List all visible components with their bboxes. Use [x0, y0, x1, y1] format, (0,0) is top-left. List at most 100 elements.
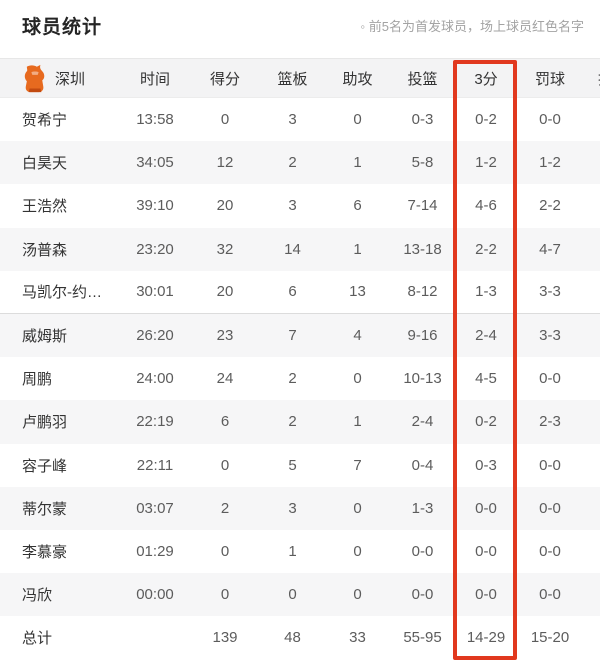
stat-ft-cell: 0-0 — [539, 499, 561, 517]
stat-tp-cell: 4-6 — [475, 197, 497, 215]
player-name-cell: 李慕豪 — [22, 543, 68, 561]
stat-reb-cell: 14 — [284, 240, 301, 258]
stat-ft-cell: 2-2 — [539, 197, 561, 215]
player-name-cell: 马凯尔-约… — [22, 284, 102, 302]
stat-reb-cell: 2 — [288, 154, 297, 172]
starters-note: ◦ 前5名为首发球员，场上球员红色名字 — [360, 19, 584, 34]
stat-ast-cell: 4 — [353, 327, 362, 345]
stat-reb-cell: 6 — [288, 283, 297, 301]
stat-fg-cell: 0-3 — [411, 111, 434, 129]
stat-ast-cell: 13 — [349, 283, 366, 301]
stat-ft-cell: 3-3 — [539, 283, 561, 301]
stat-tp-cell: 2-4 — [475, 327, 497, 345]
stat-pts-cell: 20 — [216, 197, 234, 215]
stat-fg-cell: 1-3 — [411, 499, 434, 517]
stat-reb-cell: 48 — [284, 629, 301, 647]
player-row: 卢鹏羽 22:19 6 2 1 2-4 0-2 2-3 — [0, 400, 600, 444]
player-name-cell: 卢鹏羽 — [22, 414, 68, 432]
player-row: 容子峰 22:11 0 5 7 0-4 0-3 0-0 — [0, 443, 600, 487]
stat-ast-cell: 33 — [349, 629, 366, 647]
stat-ast-cell: 1 — [353, 240, 362, 258]
column-header-three-points: 3分 — [474, 70, 498, 88]
player-name-cell: 王浩然 — [22, 198, 68, 216]
stat-pts-cell: 32 — [216, 240, 234, 258]
stat-ast-cell: 6 — [353, 197, 362, 215]
stat-fg-cell: 2-4 — [411, 413, 434, 431]
page-title: 球员统计 — [22, 17, 103, 38]
player-name-cell: 蒂尔蒙 — [22, 500, 68, 518]
stat-tp-cell: 4-5 — [475, 370, 497, 388]
stat-pts-cell: 0 — [220, 542, 230, 560]
player-row: 白昊天 34:05 12 2 1 5-8 1-2 1-2 — [0, 141, 600, 185]
stat-fg-cell: 7-14 — [407, 197, 438, 215]
stat-reb-cell: 7 — [288, 327, 297, 345]
stat-tp-cell: 0-3 — [475, 456, 497, 474]
stat-ast-cell: 0 — [353, 111, 362, 129]
stat-time-cell: 34:05 — [136, 154, 174, 172]
team-name: 深圳 — [55, 70, 86, 88]
player-row: 王浩然 39:10 20 3 6 7-14 4-6 2-2 — [0, 184, 600, 228]
stat-ast-cell: 0 — [353, 542, 362, 560]
player-name-cell: 总计 — [22, 630, 53, 648]
stat-ast-cell: 1 — [353, 154, 362, 172]
stat-pts-cell: 24 — [216, 370, 234, 388]
column-header-rebounds: 篮板 — [277, 70, 308, 88]
player-name-cell: 汤普森 — [22, 241, 68, 259]
player-row: 威姆斯 26:20 23 7 4 9-16 2-4 3-3 — [0, 313, 600, 358]
player-row: 冯欣 00:00 0 0 0 0-0 0-0 0-0 — [0, 573, 600, 617]
stat-ft-cell: 0-0 — [539, 111, 561, 129]
stat-tp-cell: 0-0 — [475, 586, 497, 604]
stat-ast-cell: 0 — [353, 370, 362, 388]
stat-tp-cell: 1-3 — [475, 283, 497, 301]
stat-ft-cell: 3-3 — [539, 327, 561, 345]
stat-fg-cell: 10-13 — [403, 370, 442, 388]
stat-reb-cell: 5 — [288, 456, 297, 474]
team-header-cell: 深圳 — [0, 64, 120, 93]
stat-fg-cell: 0-0 — [411, 586, 434, 604]
stat-ast-cell: 0 — [353, 586, 362, 604]
player-name-cell: 冯欣 — [22, 587, 53, 605]
stat-fg-cell: 0-4 — [411, 456, 434, 474]
stat-time-cell: 00:00 — [136, 586, 174, 604]
table-header-row: 深圳 时间 得分 篮板 助攻 投篮 3分 罚球 抢断 — [0, 58, 600, 98]
stat-time-cell: 23:20 — [136, 240, 174, 258]
stat-reb-cell: 3 — [288, 197, 297, 215]
stat-pts-cell: 20 — [216, 283, 234, 301]
stat-fg-cell: 13-18 — [403, 240, 442, 258]
stat-ast-cell: 0 — [353, 499, 362, 517]
player-name-cell: 容子峰 — [22, 457, 68, 475]
player-stats-table: 深圳 时间 得分 篮板 助攻 投篮 3分 罚球 抢断 贺希宁 13:58 0 3 0 0-… — [0, 58, 600, 660]
stat-tp-cell: 14-29 — [466, 629, 506, 647]
player-name-cell: 威姆斯 — [22, 328, 68, 346]
column-header-time: 时间 — [139, 70, 170, 88]
stat-time-cell: 22:11 — [136, 456, 174, 474]
stat-ft-cell: 0-0 — [539, 456, 561, 474]
column-header-free-throws: 罚球 — [534, 70, 565, 88]
stat-reb-cell: 0 — [288, 586, 297, 604]
stat-tp-cell: 0-2 — [475, 413, 497, 431]
player-row: 马凯尔-约… 30:01 20 6 13 8-12 1-3 3-3 — [0, 270, 600, 314]
stat-pts-cell: 23 — [216, 327, 234, 345]
stat-tp-cell: 0-0 — [475, 542, 497, 560]
stat-time-cell: 26:20 — [136, 327, 174, 345]
stat-pts-cell: 12 — [216, 154, 234, 172]
player-row: 汤普森 23:20 32 14 1 13-18 2-2 4-7 — [0, 227, 600, 271]
stat-ft-cell: 4-7 — [539, 240, 561, 258]
stat-reb-cell: 2 — [288, 370, 297, 388]
player-name-cell: 周鹏 — [22, 371, 53, 389]
stat-pts-cell: 0 — [220, 586, 230, 604]
player-row: 贺希宁 13:58 0 3 0 0-3 0-2 0-0 — [0, 98, 600, 142]
column-header-points: 得分 — [209, 70, 240, 88]
total-row: 总计 139 48 33 55-95 14-29 15-20 — [0, 616, 600, 660]
stat-time-cell: 39:10 — [136, 197, 174, 215]
player-row: 周鹏 24:00 24 2 0 10-13 4-5 0-0 — [0, 357, 600, 401]
stat-reb-cell: 2 — [288, 413, 297, 431]
stat-fg-cell: 55-95 — [403, 629, 442, 647]
stat-time-cell: 13:58 — [136, 111, 174, 129]
stat-ft-cell: 0-0 — [539, 370, 561, 388]
stat-time-cell: 30:01 — [136, 283, 174, 301]
stat-time-cell: 01:29 — [136, 542, 174, 560]
stat-ft-cell: 15-20 — [530, 629, 570, 647]
player-name-cell: 贺希宁 — [22, 112, 68, 130]
table-body: 贺希宁 13:58 0 3 0 0-3 0-2 0-0 白昊天 34:05 12 2 1 5-8 1-2 1-… — [0, 98, 600, 660]
